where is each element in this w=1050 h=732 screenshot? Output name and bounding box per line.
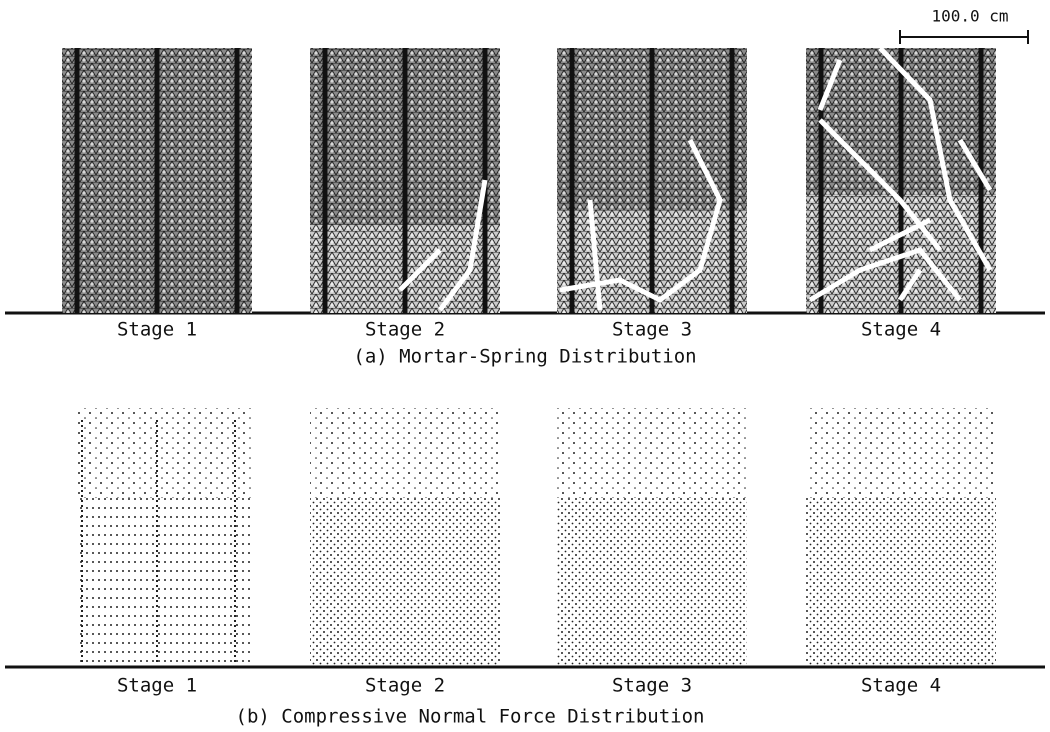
- crack: [587, 199, 603, 311]
- caption: (b) Compressive Normal Force Distributio…: [236, 706, 705, 728]
- force-dots-top: [77, 408, 252, 498]
- stage-label: Stage 3: [612, 319, 692, 341]
- crack: [808, 247, 962, 303]
- crack: [817, 59, 843, 111]
- force-dots-top: [557, 408, 747, 498]
- stage-label: Stage 3: [612, 675, 692, 697]
- stage-label: Stage 4: [861, 319, 941, 341]
- crack: [897, 268, 923, 302]
- scale-bar: 100.0 cm: [899, 7, 1029, 44]
- stage-label: Stage 4: [861, 675, 941, 697]
- force-dots-top: [806, 408, 996, 498]
- crack: [878, 46, 993, 272]
- crack: [398, 248, 442, 292]
- caption: (a) Mortar-Spring Distribution: [353, 346, 696, 368]
- crack: [957, 138, 993, 192]
- crack: [559, 138, 723, 303]
- force-dots: [806, 498, 996, 666]
- crack: [647, 19, 663, 49]
- scale-label: 100.0 cm: [931, 7, 1008, 26]
- force-dots: [77, 498, 252, 666]
- crack: [438, 179, 488, 312]
- force-dots-top: [310, 408, 500, 498]
- force-dots: [310, 498, 500, 666]
- crack: [868, 217, 932, 253]
- stage-label: Stage 2: [365, 319, 445, 341]
- crack: [818, 118, 942, 252]
- force-dots: [557, 498, 747, 666]
- stage-label: Stage 1: [117, 675, 197, 697]
- stage-label: Stage 1: [117, 319, 197, 341]
- stage-label: Stage 2: [365, 675, 445, 697]
